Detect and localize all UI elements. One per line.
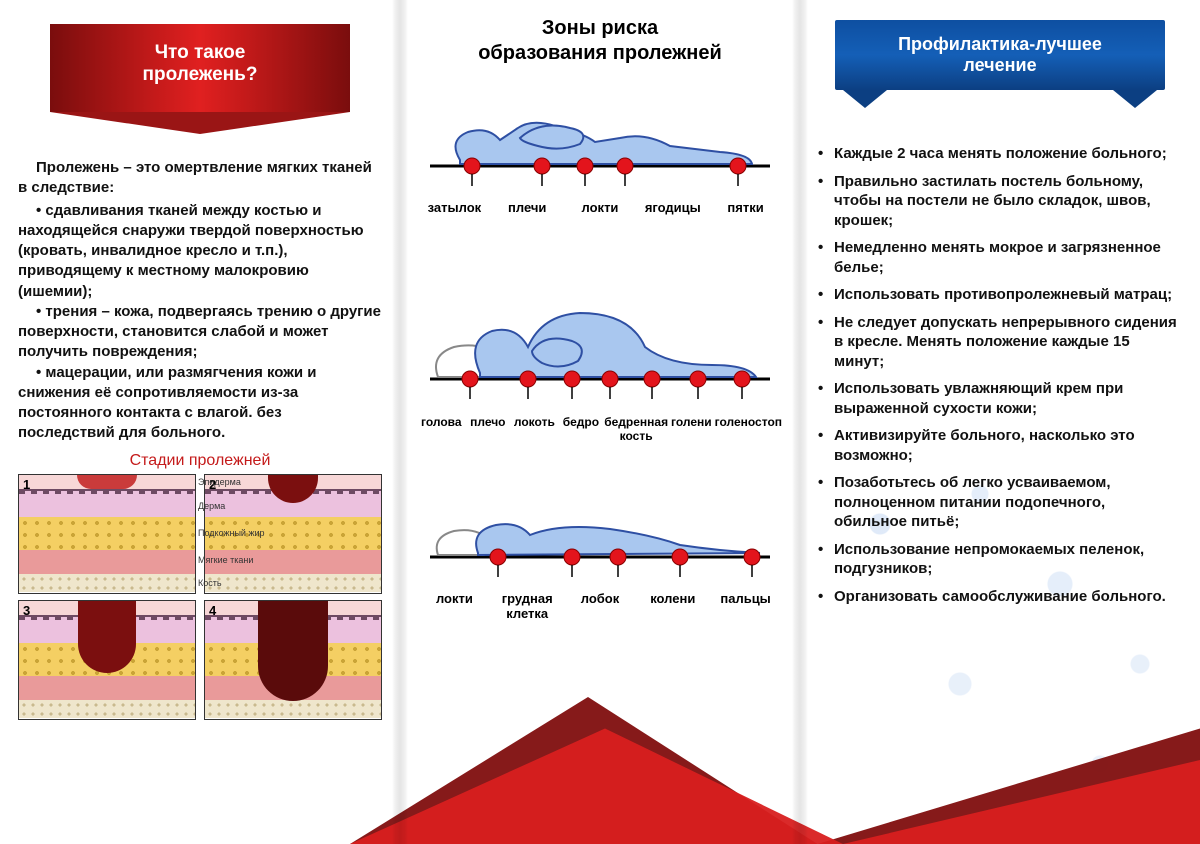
banner-line1: Профилактика-лучшее	[845, 34, 1155, 55]
supine-label-1: плечи	[491, 200, 564, 215]
prevention-item-9: Использование непромокаемых пеленок, под…	[818, 540, 1182, 579]
ribbon-line2: пролежень?	[60, 64, 340, 86]
intro-text: Пролежень – это омертвление мягких ткане…	[18, 158, 382, 199]
prone-label-4: пальцы	[709, 591, 782, 621]
banner-prevention: Профилактика-лучшее лечение	[835, 20, 1165, 90]
pose-prone-labels: локтигрудная клеткалобокколенипальцы	[410, 591, 790, 621]
pose-lateral: головаплечолокотьбедробедренная костьгол…	[410, 255, 790, 443]
prevention-item-7: Активизируйте больного, насколько это во…	[818, 426, 1182, 465]
prevention-item-1: Каждые 2 часа менять положение больного;	[818, 144, 1182, 164]
supine-label-3: ягодицы	[636, 200, 709, 215]
pose-supine-svg	[420, 80, 780, 198]
prevention-item-3: Немедленно менять мокрое и загрязненное …	[818, 238, 1182, 277]
supine-label-0: затылок	[418, 200, 491, 215]
pose-lateral-svg	[420, 255, 780, 413]
stages-grid: 1 2 Эпидерма Дерма Подкожный жир Мягкие …	[18, 474, 382, 720]
stage-2: 2	[204, 474, 382, 594]
bullet-2: • трения – кожа, подвергаясь трению о др…	[18, 302, 382, 363]
stage-1: 1	[18, 474, 196, 594]
ribbon-what-is: Что такое пролежень?	[50, 24, 350, 112]
prevention-list: Каждые 2 часа менять положение больного;…	[818, 144, 1182, 606]
stage-4: 4	[204, 600, 382, 720]
pose-supine: затылокплечилоктиягодицыпятки	[410, 80, 790, 215]
prevention-item-6: Использовать увлажняющий крем при выраже…	[818, 379, 1182, 418]
prevention-item-2: Правильно застилать постель больному, чт…	[818, 172, 1182, 231]
stage-3: 3	[18, 600, 196, 720]
stage-4-num: 4	[209, 603, 216, 618]
lateral-label-4: бедренная кость	[604, 415, 668, 443]
prone-label-3: колени	[636, 591, 709, 621]
supine-label-2: локти	[564, 200, 637, 215]
prone-label-0: локти	[418, 591, 491, 621]
pose-supine-labels: затылокплечилоктиягодицыпятки	[410, 200, 790, 215]
bullet-1: • сдавливания тканей между костью и нахо…	[18, 201, 382, 302]
pose-prone: локтигрудная клеткалобокколенипальцы	[410, 473, 790, 621]
stage-2-num: 2	[209, 477, 216, 492]
mid-title: Зоны риска образования пролежней	[410, 16, 790, 66]
panel-right: Профилактика-лучшее лечение Каждые 2 час…	[800, 0, 1200, 844]
pose-lateral-labels: головаплечолокотьбедробедренная костьгол…	[410, 415, 790, 443]
lateral-label-0: голова	[418, 415, 465, 443]
stage-1-num: 1	[23, 477, 30, 492]
supine-label-4: пятки	[709, 200, 782, 215]
prevention-item-10: Организовать самообслуживание больного.	[818, 587, 1182, 607]
prone-label-2: лобок	[564, 591, 637, 621]
lateral-label-2: локоть	[511, 415, 558, 443]
prone-label-1: грудная клетка	[491, 591, 564, 621]
stage-3-num: 3	[23, 603, 30, 618]
panel-left: Что такое пролежень? Пролежень – это оме…	[0, 0, 400, 844]
lateral-label-5: голени	[668, 415, 715, 443]
lateral-label-1: плечо	[465, 415, 512, 443]
bullet-3: • мацерации, или размягчения кожи и сниж…	[18, 363, 382, 444]
prevention-item-5: Не следует допускать непрерывного сидени…	[818, 313, 1182, 372]
lateral-label-6: голеностоп	[715, 415, 782, 443]
prevention-item-4: Использовать противопролежневый матрац;	[818, 285, 1182, 305]
ribbon-line1: Что такое	[60, 42, 340, 64]
banner-line2: лечение	[845, 55, 1155, 76]
pose-prone-svg	[420, 473, 780, 589]
prevention-item-8: Позаботьтесь об легко усваиваемом, полно…	[818, 473, 1182, 532]
lateral-label-3: бедро	[558, 415, 605, 443]
stages-title: Стадии пролежней	[18, 452, 382, 470]
left-body-text: Пролежень – это омертвление мягких ткане…	[18, 158, 382, 444]
panel-mid: Зоны риска образования пролежней затылок…	[400, 0, 800, 844]
